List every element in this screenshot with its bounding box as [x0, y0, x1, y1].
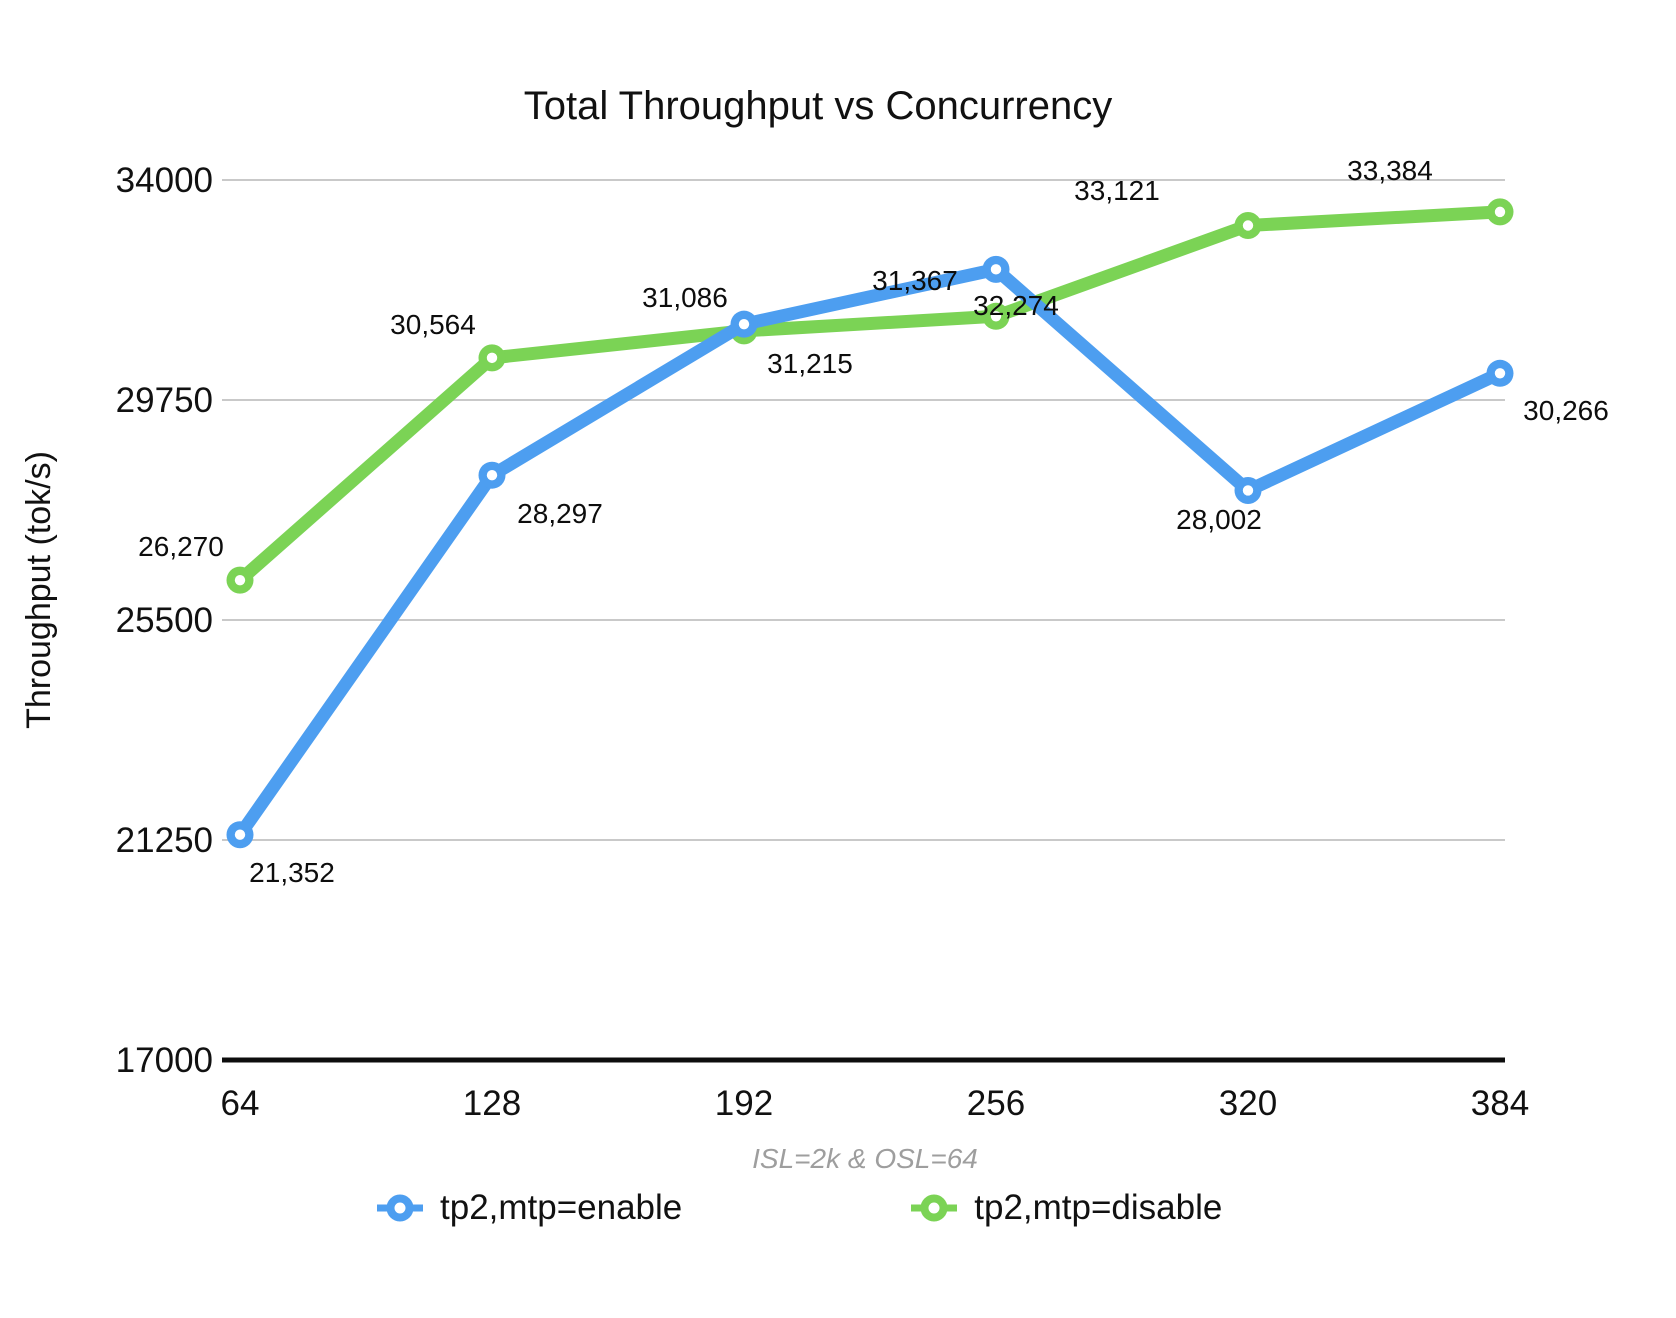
data-point-label: 28,002: [1176, 504, 1262, 535]
data-point-label: 26,270: [138, 531, 224, 562]
data-point-marker-hole-tp2-mtp-disable: [486, 352, 498, 364]
data-point-label: 28,297: [517, 498, 603, 529]
x-tick-label: 256: [967, 1084, 1025, 1123]
legend-label-enable: tp2,mtp=enable: [440, 1188, 683, 1227]
data-point-label: 31,086: [642, 282, 728, 313]
data-point-marker-hole-tp2-mtp-disable: [1494, 206, 1506, 218]
data-point-label: 21,352: [249, 857, 335, 888]
legend-marker-disable-icon: [911, 1194, 958, 1222]
data-point-label: 31,367: [872, 265, 958, 296]
data-point-marker-hole-tp2-mtp-enable: [234, 829, 246, 840]
data-point-marker-hole-tp2-mtp-enable: [1242, 485, 1254, 496]
data-point-marker-hole-tp2-mtp-enable: [1494, 368, 1506, 379]
data-point-label: 32,274: [973, 290, 1059, 321]
series-line-tp2-mtp-enable: [233, 262, 1507, 842]
y-axis-tick-labels: 17000 21250 25500 29750 34000: [116, 161, 213, 1080]
series-lines: [226, 198, 1514, 849]
legend-item-tp2-mtp-enable: tp2,mtp=enable: [376, 1188, 682, 1228]
x-tick-label: 320: [1219, 1084, 1277, 1123]
x-axis-tick-labels: 64 128 192 256 320 384: [221, 1084, 1530, 1123]
data-point-marker-hole-tp2-mtp-disable: [1242, 220, 1254, 231]
x-tick-label: 64: [221, 1084, 260, 1123]
y-tick-label: 25500: [116, 601, 213, 640]
data-point-marker-hole-tp2-mtp-disable: [990, 311, 1002, 322]
data-point-marker-hole-tp2-mtp-enable: [990, 264, 1002, 275]
y-tick-label: 34000: [116, 161, 213, 200]
gridlines: [222, 179, 1505, 841]
data-point-label: 33,384: [1347, 155, 1433, 186]
data-point-marker-hole-tp2-mtp-enable: [486, 470, 498, 481]
legend-marker-enable-icon: [377, 1194, 423, 1222]
y-tick-label: 17000: [116, 1041, 213, 1080]
data-point-marker-hole-tp2-mtp-enable: [738, 318, 750, 330]
data-point-marker-hole-tp2-mtp-disable: [234, 574, 246, 586]
data-point-label: 31,215: [767, 348, 853, 379]
data-point-label: 33,121: [1074, 175, 1160, 206]
y-tick-label: 29750: [116, 381, 213, 420]
y-axis-title: Throughput (tok/s): [20, 451, 58, 729]
data-point-label: 30,266: [1523, 395, 1609, 426]
x-tick-label: 192: [715, 1084, 773, 1123]
x-tick-label: 128: [463, 1084, 521, 1123]
series-line-tp2-mtp-disable: [233, 205, 1507, 587]
x-tick-label: 384: [1471, 1084, 1529, 1123]
data-point-labels: 21,352 28,297 31,086 31,367 28,002 30,266 26,2…: [138, 155, 1609, 888]
x-axis-note: ISL=2k & OSL=64: [752, 1143, 978, 1174]
legend-label-disable: tp2,mtp=disable: [974, 1188, 1223, 1227]
y-tick-label: 21250: [116, 821, 213, 860]
chart-title: Total Throughput vs Concurrency: [523, 84, 1113, 128]
legend: tp2,mtp=enable tp2,mtp=disable: [376, 1188, 1222, 1228]
legend-item-tp2-mtp-disable: tp2,mtp=disable: [910, 1188, 1222, 1228]
data-point-label: 30,564: [390, 309, 476, 340]
